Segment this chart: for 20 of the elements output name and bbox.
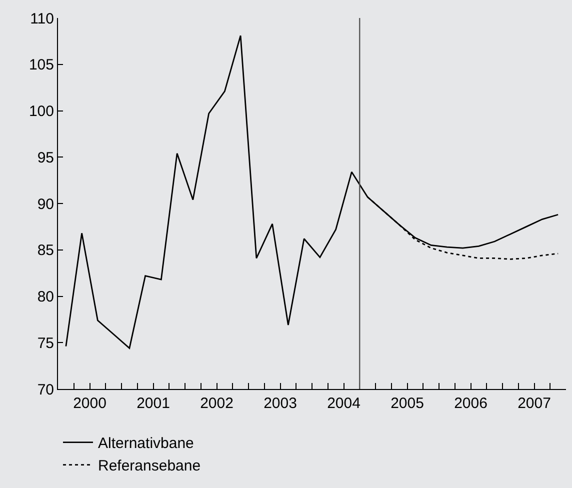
y-tick-label: 75: [37, 334, 54, 352]
y-tick-label: 70: [37, 381, 54, 398]
x-tick-label: 2002: [200, 395, 234, 412]
y-tick-label: 90: [37, 196, 54, 213]
line-series: [65, 34, 559, 349]
x-tick-label: 2004: [327, 395, 360, 412]
x-tick-label: 2000: [73, 395, 106, 412]
y-tick-label: 95: [37, 149, 54, 166]
y-tick-label: 110: [30, 10, 54, 28]
x-tick-label: 2006: [454, 395, 488, 412]
x-tick-label: 2001: [136, 395, 170, 412]
legend-label: Referansebane: [98, 458, 201, 475]
x-tick-label: 2003: [264, 395, 297, 412]
x-tick-label: 2007: [518, 395, 551, 412]
y-tick-label: 100: [28, 103, 54, 120]
y-tick-label: 85: [37, 242, 54, 260]
x-tick-label: 2005: [390, 395, 424, 412]
legend-label: Alternativbane: [98, 435, 194, 452]
y-tick-label: 105: [28, 56, 54, 74]
y-tick-label: 80: [37, 288, 54, 306]
